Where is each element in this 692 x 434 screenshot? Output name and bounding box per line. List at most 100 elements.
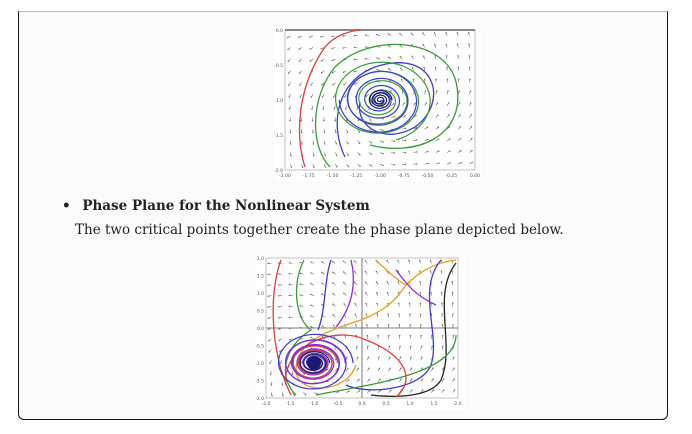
field-arrowhead xyxy=(268,351,270,353)
field-arrowhead xyxy=(370,153,373,156)
field-arrowhead xyxy=(388,334,390,337)
field-arrowhead xyxy=(415,114,417,117)
field-arrowhead xyxy=(399,345,401,348)
field-arrowhead xyxy=(370,142,373,144)
field-arrowhead xyxy=(403,102,406,104)
field-arrowhead xyxy=(456,32,459,34)
field-arrowhead xyxy=(365,313,368,315)
field-arrowhead xyxy=(452,302,454,304)
field-arrowhead xyxy=(332,292,334,295)
x-tick-label: -1.00 xyxy=(374,173,386,179)
field-arrowhead xyxy=(343,292,345,295)
field-arrowhead xyxy=(312,143,315,145)
field-arrowhead xyxy=(471,161,473,164)
field-arrowhead xyxy=(432,389,434,391)
field-arrowhead xyxy=(387,302,389,305)
field-arrowhead xyxy=(376,33,378,36)
field-arrowhead xyxy=(354,83,356,85)
field-arrowhead xyxy=(421,367,423,369)
field-arrowhead xyxy=(310,336,312,339)
field-arrowhead xyxy=(299,283,301,285)
field-arrowhead xyxy=(358,131,360,133)
field-arrowhead xyxy=(409,334,412,337)
x-tick-label: 2.0 xyxy=(454,401,461,407)
field-arrowhead xyxy=(365,302,367,305)
field-arrowhead xyxy=(331,35,333,38)
field-arrowhead xyxy=(404,127,407,130)
field-arrowhead xyxy=(304,394,307,396)
field-arrowhead xyxy=(435,78,437,81)
field-arrowhead xyxy=(298,60,300,62)
field-arrowhead xyxy=(310,96,313,98)
field-arrowhead xyxy=(353,70,356,73)
field-arrowhead xyxy=(310,326,312,328)
field-arrowhead xyxy=(434,55,436,57)
field-arrowhead xyxy=(437,114,439,116)
field-arrowhead xyxy=(470,114,472,116)
field-arrowhead xyxy=(410,345,412,348)
field-arrowhead xyxy=(299,326,301,329)
field-arrowhead xyxy=(426,126,429,129)
field-arrowhead xyxy=(288,262,291,264)
field-arrowhead xyxy=(267,306,269,308)
x-tick-label: 1.5 xyxy=(430,401,437,407)
field-arrowhead xyxy=(408,259,410,262)
field-arrowhead xyxy=(291,373,294,375)
field-arrowhead xyxy=(382,129,384,132)
field-arrowhead xyxy=(408,270,410,272)
y-tick-label: -0.5 xyxy=(275,63,283,69)
field-arrowhead xyxy=(324,154,326,157)
field-arrowhead xyxy=(432,367,434,369)
field-arrowhead xyxy=(415,151,418,153)
field-arrowhead xyxy=(332,303,334,305)
field-arrowhead xyxy=(468,66,471,69)
x-tick-label: 0.00 xyxy=(470,173,480,179)
field-arrowhead xyxy=(365,95,368,97)
field-arrowhead xyxy=(386,259,388,262)
y-tick-label: 1.0 xyxy=(257,291,264,297)
field-arrowhead xyxy=(288,294,291,297)
field-arrowhead xyxy=(404,163,407,166)
field-arrowhead xyxy=(323,131,326,134)
trajectory-red xyxy=(298,29,361,168)
field-arrowhead xyxy=(409,324,411,326)
field-arrowhead xyxy=(289,143,292,145)
field-arrowhead xyxy=(397,281,399,283)
field-arrowhead xyxy=(353,281,356,284)
field-arrowhead xyxy=(376,324,379,326)
field-arrowhead xyxy=(288,272,291,275)
field-arrowhead xyxy=(267,317,270,320)
field-arrowhead xyxy=(320,72,323,74)
field-arrowhead xyxy=(368,367,370,370)
field-arrowhead xyxy=(459,126,462,128)
field-arrowhead xyxy=(321,261,323,263)
field-arrowhead xyxy=(353,58,356,61)
field-arrowhead xyxy=(365,292,367,294)
section-heading: • Phase Plane for the Nonlinear System xyxy=(62,198,370,214)
field-arrowhead xyxy=(267,262,269,265)
field-arrowhead xyxy=(393,116,396,118)
field-arrowhead xyxy=(447,102,450,104)
field-arrowhead xyxy=(415,139,418,141)
x-tick-label: -1.0 xyxy=(310,401,319,407)
field-arrowhead xyxy=(451,281,454,283)
field-arrowhead xyxy=(347,165,350,168)
field-arrowhead xyxy=(343,83,345,86)
field-arrowhead xyxy=(387,56,390,58)
field-arrowhead xyxy=(312,131,314,134)
field-arrowhead xyxy=(387,324,390,326)
field-arrowhead xyxy=(267,328,270,331)
spiral-blue xyxy=(277,333,354,390)
field-arrowhead xyxy=(452,334,455,337)
field-arrowhead xyxy=(452,324,454,326)
field-arrowhead xyxy=(437,138,440,140)
field-arrowhead xyxy=(410,32,413,35)
field-arrowhead xyxy=(431,345,433,348)
field-arrowhead xyxy=(321,84,323,86)
field-arrowhead xyxy=(376,302,378,305)
field-arrowhead xyxy=(366,334,368,337)
field-arrowhead xyxy=(390,389,392,392)
field-arrowhead xyxy=(270,384,273,386)
field-arrowhead xyxy=(436,90,438,92)
field-arrowhead xyxy=(358,142,361,145)
